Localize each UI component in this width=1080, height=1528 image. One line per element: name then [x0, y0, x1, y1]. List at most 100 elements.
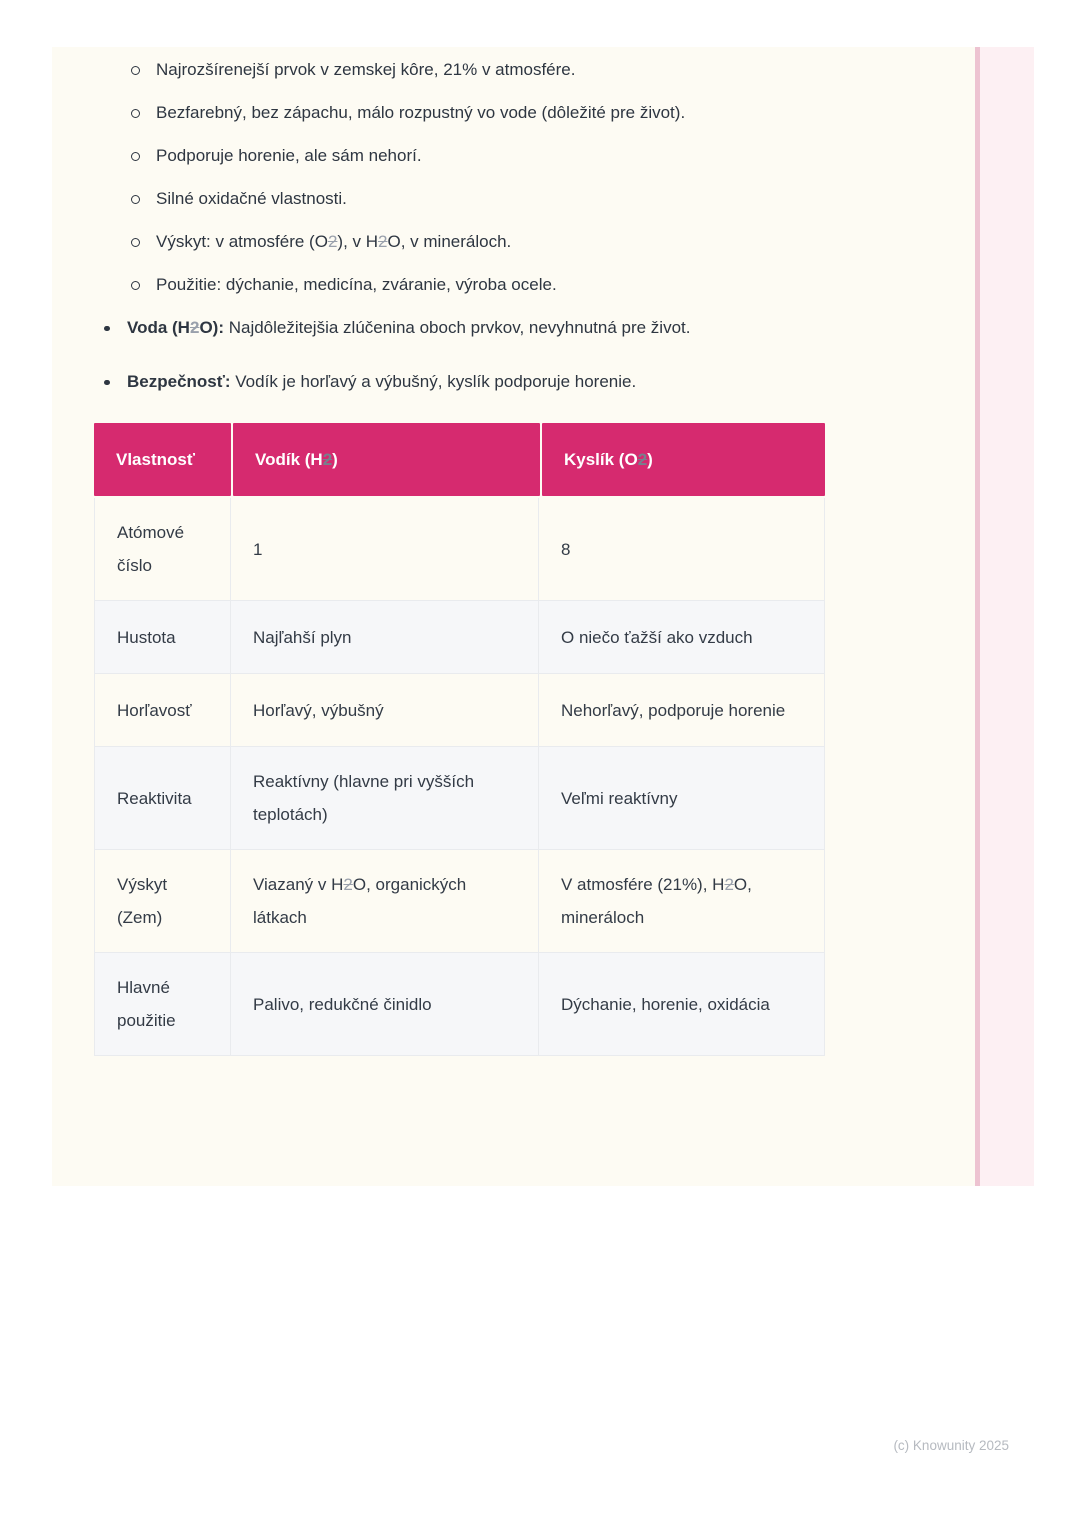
text-segment: Bezpečnosť: — [127, 372, 231, 391]
page-edge-line — [975, 47, 980, 1186]
text-segment: Voda (H — [127, 318, 190, 337]
list-item: Bezfarebný, bez zápachu, málo rozpustný … — [52, 100, 976, 126]
table-cell: Dýchanie, horenie, oxidácia — [539, 953, 824, 1055]
text-segment: ), v H — [337, 232, 379, 251]
circle-bullet-icon — [131, 280, 140, 290]
list-item-text: Podporuje horenie, ale sám nehorí. — [156, 146, 422, 165]
copyright-footer: (c) Knowunity 2025 — [893, 1438, 1009, 1453]
table-cell: Horľavosť — [95, 674, 231, 746]
text-segment: Najdôležitejšia zlúčenina oboch prvkov, … — [223, 318, 691, 337]
table-header-cell: Vlastnosť — [94, 423, 231, 496]
text-segment: O, v mineráloch. — [387, 232, 512, 251]
text-segment: Výskyt: v atmosfére (O — [156, 232, 328, 251]
list-item: Voda (H2O): Najdôležitejšia zlúčenina ob… — [52, 315, 976, 341]
table-cell: V atmosfére (21%), H2O, mineráloch — [539, 850, 824, 952]
text-segment: O): — [199, 318, 224, 337]
text-segment: Podporuje horenie, ale sám nehorí. — [156, 146, 422, 165]
text-segment: Horľavý, výbušný — [253, 700, 384, 720]
list-item: Podporuje horenie, ale sám nehorí. — [52, 143, 976, 169]
list-item: Najrozšírenejší prvok v zemskej kôre, 21… — [52, 57, 976, 83]
text-segment: Vodík je horľavý a výbušný, kyslík podpo… — [230, 372, 637, 391]
table-cell: Nehorľavý, podporuje horenie — [539, 674, 824, 746]
sub-bullet-list: Najrozšírenejší prvok v zemskej kôre, 21… — [52, 57, 976, 298]
text-segment: Horľavosť — [117, 700, 192, 720]
table-cell: O niečo ťažší ako vzduch — [539, 601, 824, 673]
struck-subscript-2: 2 — [189, 318, 200, 337]
text-segment: ) — [647, 449, 653, 469]
text-segment: O, mineráloch — [561, 875, 752, 927]
table-cell-text: Viazaný v H2O, organických látkach — [253, 868, 518, 934]
list-item-text: Bezfarebný, bez zápachu, málo rozpustný … — [156, 103, 685, 122]
list-item-text: Najdôležitejšia zlúčenina oboch prvkov, … — [224, 318, 691, 337]
table-cell-text: V atmosfére (21%), H2O, mineráloch — [561, 868, 804, 934]
table-header-cell: Vodík (H 2) — [233, 423, 540, 496]
list-item-text: Silné oxidačné vlastnosti. — [156, 189, 347, 208]
table-cell-text: Horľavosť — [117, 694, 192, 727]
table-cell-text: Palivo, redukčné činidlo — [253, 988, 432, 1021]
list-item: Použitie: dýchanie, medicína, zváranie, … — [52, 272, 976, 298]
table-cell: Najľahší plyn — [231, 601, 539, 673]
table-row: Reaktivita Reaktívny (hlavne pri vyšších … — [95, 747, 824, 850]
text-segment: Najľahší plyn — [253, 627, 352, 647]
text-segment: Hustota — [117, 627, 176, 647]
table-cell-text: Reaktivita — [117, 782, 192, 815]
text-segment: Reaktívny (hlavne pri vyšších teplotách) — [253, 772, 475, 824]
text-segment: Použitie: dýchanie, medicína, zváranie, … — [156, 275, 557, 294]
text-segment: Veľmi reaktívny — [561, 788, 678, 808]
text-segment: Vlastnosť — [116, 449, 195, 469]
table-header-cell: Kyslík (O 2) — [542, 423, 825, 496]
right-margin-panel — [980, 47, 1034, 1186]
list-item-text: Vodík je horľavý a výbušný, kyslík podpo… — [230, 372, 637, 391]
circle-bullet-icon — [131, 194, 140, 204]
text-segment: Kyslík (O — [564, 449, 638, 469]
table-cell-text: O niečo ťažší ako vzduch — [561, 621, 753, 654]
table-row: Horľavosť Horľavý, výbušný Nehorľavý, podp… — [95, 674, 824, 747]
table-cell: 8 — [539, 498, 824, 600]
table-cell-text: Atómové číslo — [117, 516, 210, 582]
table-cell: Atómové číslo — [95, 498, 231, 600]
table-cell: Horľavý, výbušný — [231, 674, 539, 746]
text-segment: Nehorľavý, podporuje horenie — [561, 700, 786, 720]
list-item: Bezpečnosť: Vodík je horľavý a výbušný, … — [52, 369, 976, 395]
struck-subscript-2: 2 — [637, 449, 648, 469]
properties-table: Vlastnosť Vodík (H 2) Kyslík (O 2) Atómové č… — [94, 423, 825, 1056]
list-item-text: Použitie: dýchanie, medicína, zváranie, … — [156, 275, 557, 294]
list-item-lead: Voda (H2O): — [127, 318, 224, 337]
table-cell-text: Veľmi reaktívny — [561, 782, 677, 815]
struck-subscript-2: 2 — [322, 449, 333, 469]
table-cell: Hlavné použitie — [95, 953, 231, 1055]
text-segment: V atmosfére (21%), H — [561, 875, 725, 894]
table-cell: Veľmi reaktívny — [539, 747, 824, 849]
table-cell-text: Horľavý, výbušný — [253, 694, 384, 727]
text-segment: O niečo ťažší ako vzduch — [561, 627, 753, 647]
table-cell: 1 — [231, 498, 539, 600]
table-cell: Hustota — [95, 601, 231, 673]
disc-bullet-icon — [104, 325, 110, 331]
text-segment: Viazaný v H — [253, 875, 344, 894]
table-row: Hustota Najľahší plyn O niečo ťažší ako vz… — [95, 601, 824, 674]
circle-bullet-icon — [131, 108, 140, 118]
text-segment: Dýchanie, horenie, oxidácia — [561, 994, 770, 1014]
text-segment: Atómové číslo — [117, 523, 185, 575]
circle-bullet-icon — [131, 151, 140, 161]
list-item: Silné oxidačné vlastnosti. — [52, 186, 976, 212]
content-card: Najrozšírenejší prvok v zemskej kôre, 21… — [52, 47, 976, 1186]
text-segment: Výskyt (Zem) — [117, 875, 168, 927]
text-segment: 8 — [561, 539, 571, 559]
struck-subscript-2: 2 — [378, 232, 388, 251]
main-bullet-list: Voda (H2O): Najdôležitejšia zlúčenina ob… — [52, 315, 976, 395]
table-cell-text: Nehorľavý, podporuje horenie — [561, 694, 785, 727]
text-segment: Hlavné použitie — [117, 978, 176, 1030]
text-segment: Reaktivita — [117, 788, 192, 808]
text-segment: Najrozšírenejší prvok v zemskej kôre, 21… — [156, 60, 576, 79]
list-item: Výskyt: v atmosfére (O2), v H2O, v miner… — [52, 229, 976, 255]
list-item-text: Výskyt: v atmosfére (O2), v H2O, v miner… — [156, 232, 511, 251]
table-cell: Reaktívny (hlavne pri vyšších teplotách) — [231, 747, 539, 849]
table-cell-text: Dýchanie, horenie, oxidácia — [561, 988, 770, 1021]
table-row: Hlavné použitie Palivo, redukčné činidlo D… — [95, 953, 824, 1055]
disc-bullet-icon — [104, 379, 110, 385]
table-cell: Viazaný v H2O, organických látkach — [231, 850, 539, 952]
table-cell-text: 1 — [253, 533, 262, 566]
table-row: Atómové číslo 1 8 — [95, 498, 824, 601]
